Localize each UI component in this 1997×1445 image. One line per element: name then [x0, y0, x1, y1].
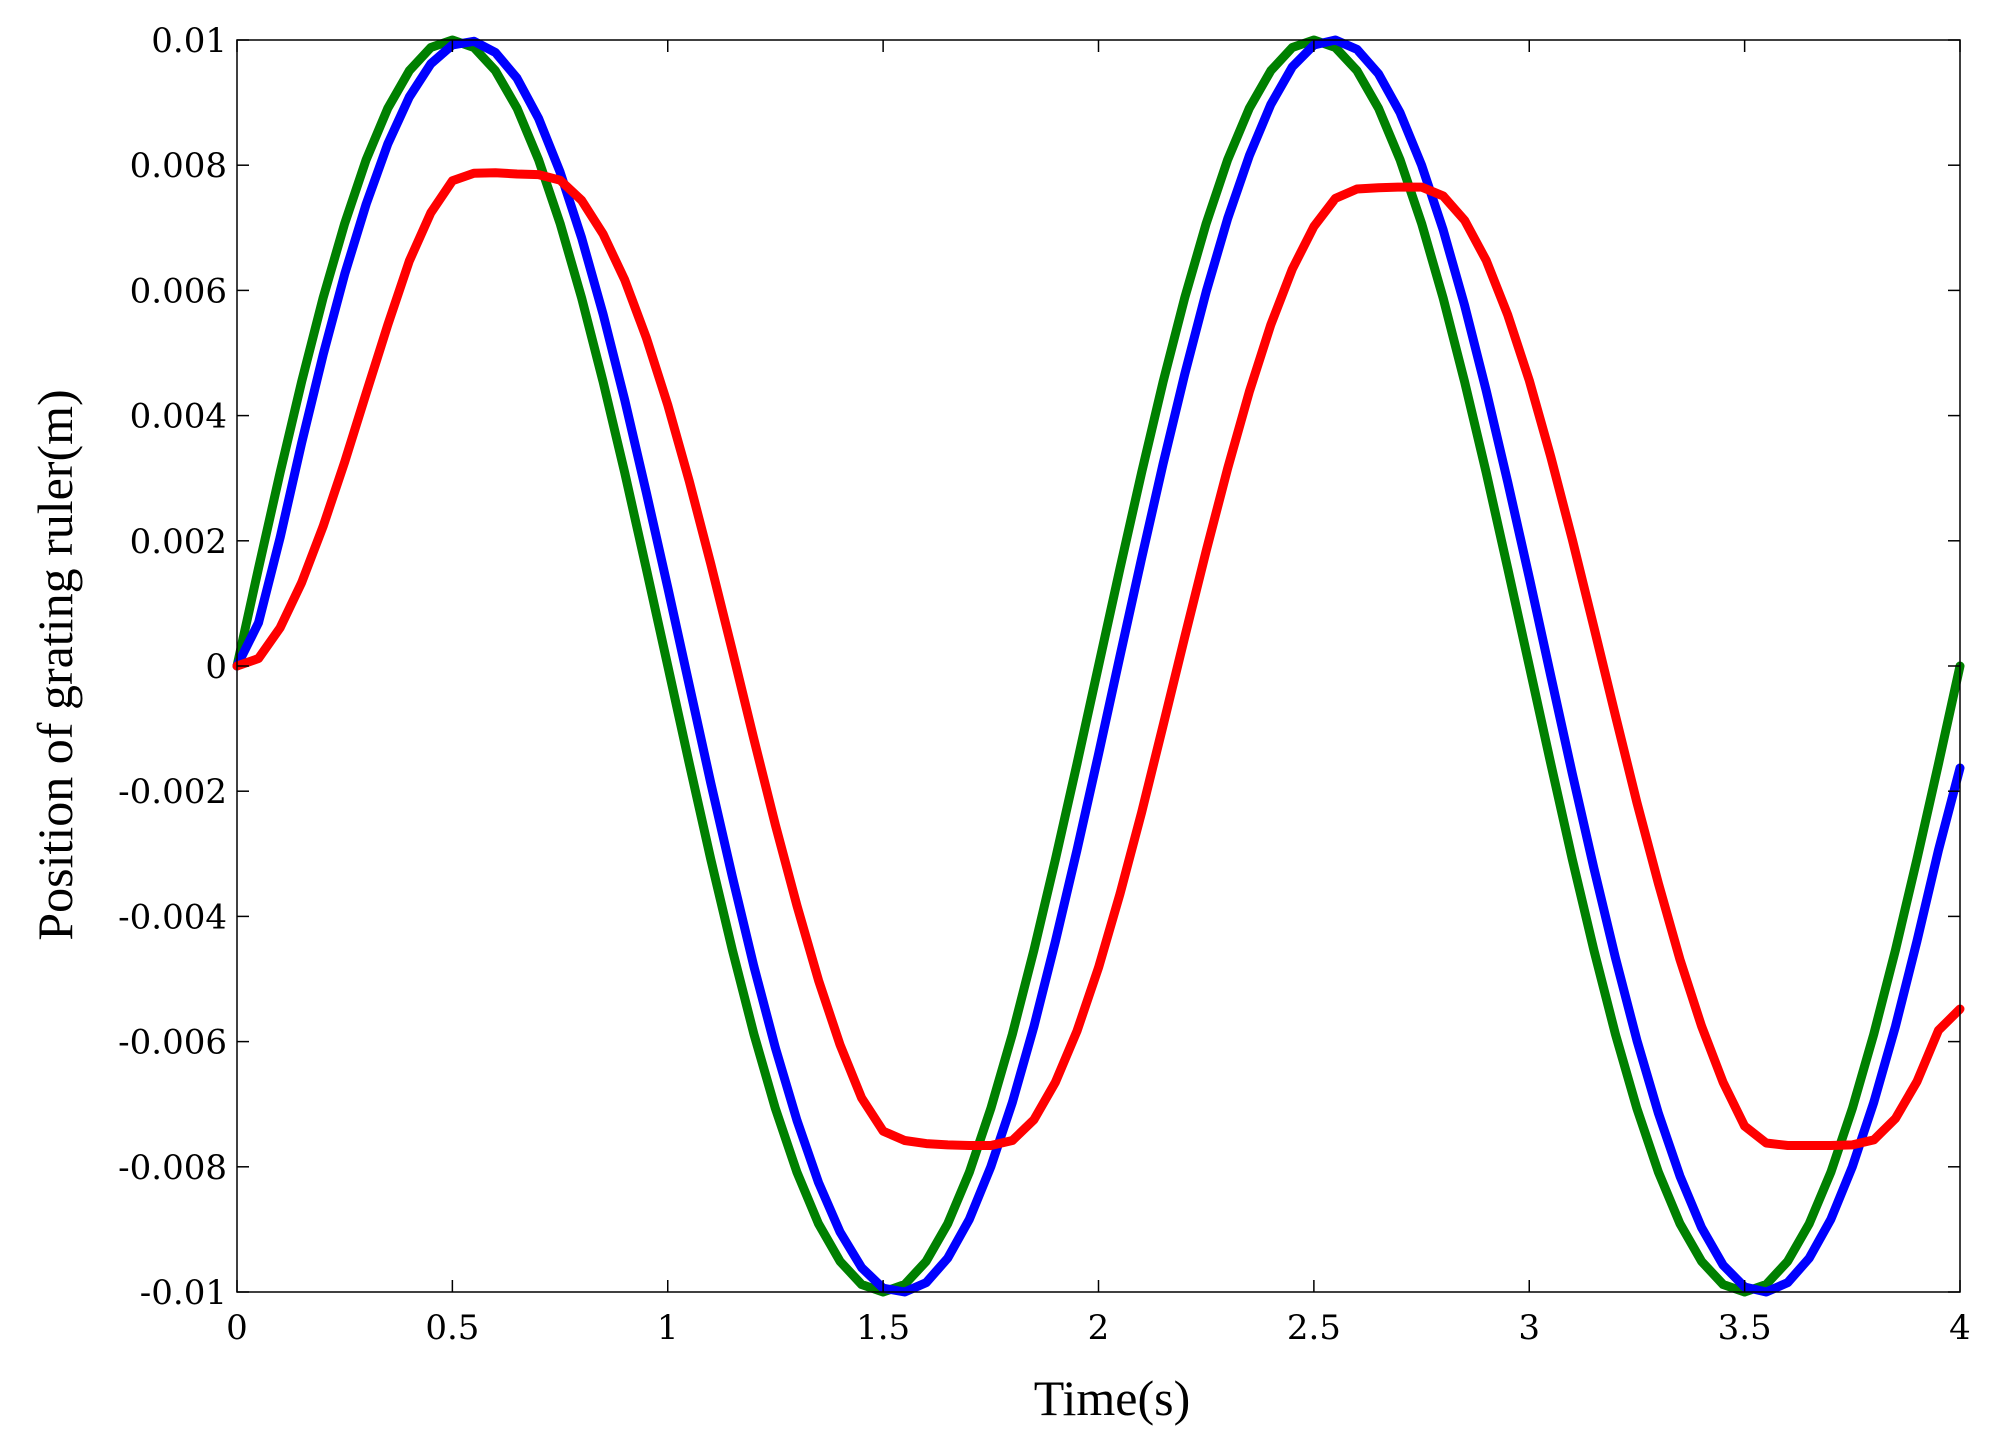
- x-tick-label: 1: [657, 1308, 679, 1348]
- y-tick-label: 0: [205, 647, 227, 687]
- series-line-3: [232, 168, 1965, 1150]
- series-line-2: [232, 35, 1965, 1297]
- axes-layer: [236, 39, 1961, 1293]
- y-tick-label: -0.01: [140, 1273, 227, 1313]
- series-layer: [232, 35, 1965, 1297]
- y-tick-label: 0.008: [130, 146, 227, 186]
- y-tick-label: 0.01: [151, 21, 227, 61]
- y-tick-label: -0.002: [118, 772, 227, 812]
- y-axis-title: Position of grating ruler(m): [27, 389, 83, 940]
- y-tick-label: -0.008: [118, 1148, 227, 1188]
- tick-label-layer: 0 0.5 1 1.5 2 2.5 3 3.5 4 -0.01 -0.008 -0.006 -0.004…: [118, 21, 1971, 1348]
- x-tick-label: 4: [1949, 1308, 1971, 1348]
- x-tick-label: 0: [226, 1308, 248, 1348]
- x-tick-label: 1.5: [856, 1308, 910, 1348]
- x-axis-title: Time(s): [1034, 1370, 1191, 1426]
- x-tick-label: 3.5: [1718, 1308, 1772, 1348]
- x-tick-label: 2: [1088, 1308, 1110, 1348]
- y-tick-label: -0.004: [118, 897, 227, 937]
- y-tick-label: 0.004: [130, 397, 227, 437]
- x-tick-label: 3: [1518, 1308, 1540, 1348]
- x-tick-label: 0.5: [425, 1308, 479, 1348]
- y-tick-label: -0.006: [118, 1023, 227, 1063]
- x-tick-label: 2.5: [1287, 1308, 1341, 1348]
- y-tick-label: 0.002: [130, 522, 227, 562]
- y-tick-label: 0.006: [130, 271, 227, 311]
- series-line-1: [232, 35, 1965, 1297]
